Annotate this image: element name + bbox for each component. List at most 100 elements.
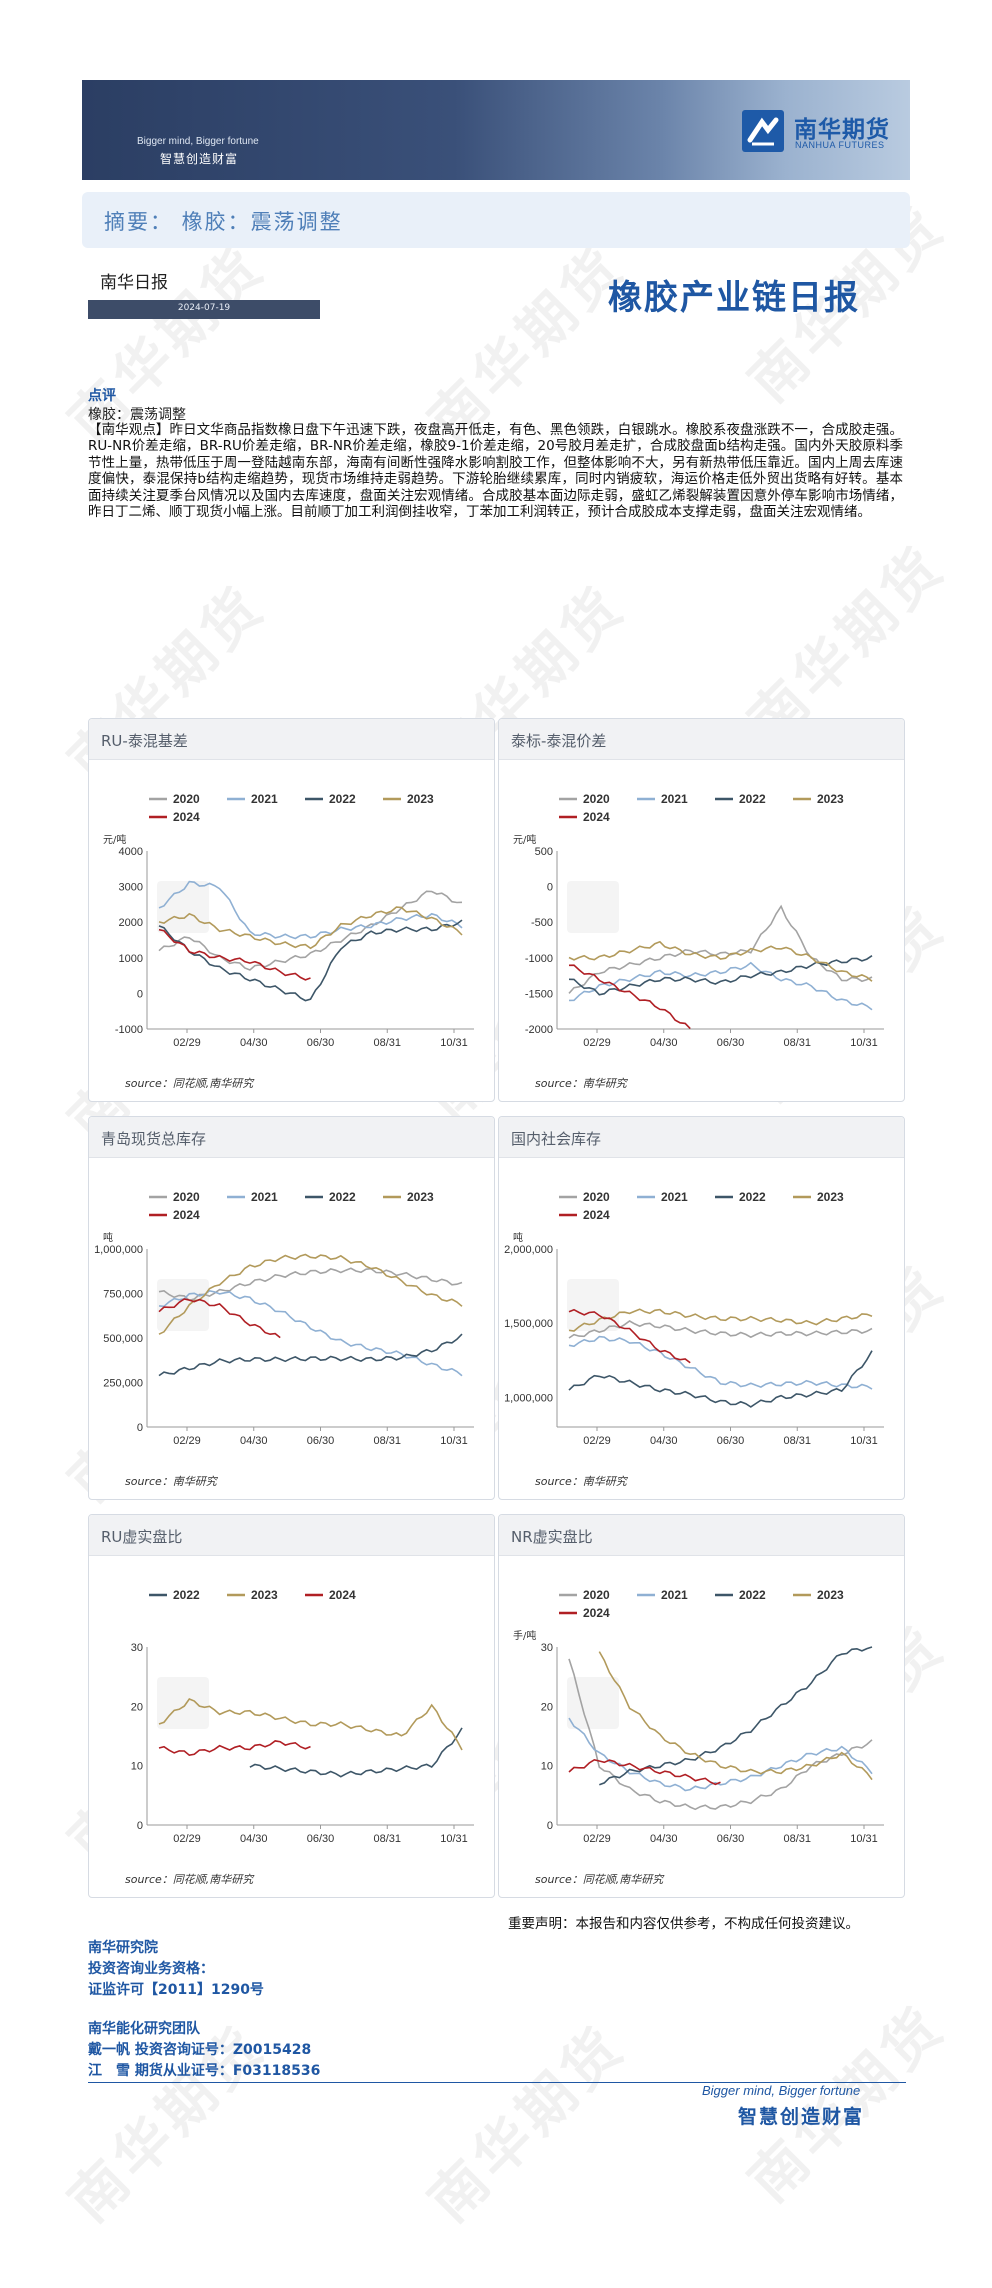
legend-label: 2023: [817, 1190, 844, 1204]
y-tick-label: 1,000,000: [94, 1244, 143, 1256]
footer-slogan-cn: 智慧创造财富: [738, 2106, 865, 2128]
chart-source: source：南华研究: [535, 1077, 627, 1090]
legend-label: 2022: [739, 1190, 766, 1204]
y-axis-unit: 元/吨: [103, 833, 126, 846]
series-line: [158, 1298, 281, 1339]
series-line: [158, 1698, 463, 1751]
nanhua-logo: 南华期货 NANHUA FUTURES: [742, 108, 902, 158]
y-tick-label: -1500: [525, 988, 553, 1000]
y-tick-label: 0: [547, 882, 553, 894]
y-tick-label: 3000: [119, 882, 143, 894]
series-line: [598, 1651, 873, 1781]
team-analyst-1: 戴一帆 投资咨询证号：Z0015428: [88, 2042, 312, 2058]
legend-label: 2023: [251, 1588, 278, 1602]
y-tick-label: 0: [137, 1422, 143, 1434]
legend-label: 2020: [583, 1588, 610, 1602]
legend-label: 2023: [407, 1190, 434, 1204]
chart-panel-header: RU-泰混基差: [89, 719, 494, 760]
chart-qingdao-inventory: 2020 2021 2022 2023 2024 吨1,000,000 750,000 500…: [94, 1190, 474, 1447]
chart-social-inventory: 2020 2021 2022 2023 2024 吨2,000,000 1,500,000 1…: [504, 1190, 884, 1447]
nanhua-logo-icon: [742, 110, 784, 152]
legend-label: 2020: [173, 792, 200, 806]
chart-title: 泰标-泰混价差: [511, 732, 607, 750]
series-line: [568, 1350, 873, 1408]
x-tick-label: 04/30: [650, 1833, 678, 1845]
x-tick-label: 04/30: [240, 1435, 268, 1447]
y-tick-label: 2,000,000: [504, 1244, 553, 1256]
y-tick-label: 1,500,000: [504, 1318, 553, 1330]
series-line: [158, 1333, 463, 1377]
x-tick-label: 06/30: [717, 1435, 745, 1447]
x-tick-label: 02/29: [583, 1833, 611, 1845]
y-tick-label: -500: [531, 917, 553, 929]
chart-watermark-logo: [157, 881, 209, 933]
series-line: [568, 1717, 873, 1792]
legend-label: 2021: [251, 1190, 278, 1204]
chart-panel-thai-spread: 泰标-泰混价差 2020 2021 2022 2023 2024 元/吨 500 0 -500 -…: [498, 718, 905, 1102]
y-tick-label: 250,000: [103, 1378, 143, 1390]
x-tick-label: 10/31: [850, 1037, 878, 1049]
summary-bar: 摘要： 橡胶：震荡调整: [82, 192, 910, 248]
series-line: [249, 1727, 463, 1778]
series-line: [158, 1740, 311, 1757]
series-line: [568, 904, 873, 994]
legend-label: 2020: [173, 1190, 200, 1204]
series-line: [568, 1335, 873, 1390]
series-line: [568, 964, 691, 1030]
chart-source: source：南华研究: [125, 1475, 217, 1488]
legend-label: 2023: [407, 792, 434, 806]
team-analyst-2: 江 雪 期货从业证号：F03118536: [88, 2063, 321, 2079]
y-tick-label: 0: [137, 1820, 143, 1832]
chart-panel-nr-ratio: NR虚实盘比 2020 2021 2022 2023 2024 手/吨 30 20 10 0 02/…: [498, 1514, 905, 1898]
y-tick-label: 0: [547, 1820, 553, 1832]
x-tick-label: 08/31: [373, 1435, 401, 1447]
x-tick-label: 02/29: [173, 1435, 201, 1447]
y-tick-label: -1000: [525, 953, 553, 965]
footer-divider: [88, 2082, 906, 2083]
chart-title: 国内社会库存: [511, 1130, 602, 1148]
team-license: 证监许可【2011】1290号: [88, 1982, 264, 1998]
x-tick-label: 10/31: [440, 1037, 468, 1049]
x-tick-label: 10/31: [440, 1435, 468, 1447]
disclaimer: 重要声明：本报告和内容仅供参考，不构成任何投资建议。: [508, 1916, 859, 1932]
legend-label: 2022: [329, 1190, 356, 1204]
legend-label: 2024: [329, 1588, 356, 1602]
y-tick-label: 4000: [119, 846, 143, 858]
y-tick-label: -1000: [115, 1024, 143, 1036]
date-bar: 2024-07-19: [88, 300, 320, 319]
x-tick-label: 04/30: [240, 1037, 268, 1049]
chart-panel-ru-ratio: RU虚实盘比 2022 2023 2024 30 20 10 0 02/29 04/30 06/3…: [88, 1514, 495, 1898]
x-tick-label: 04/30: [240, 1833, 268, 1845]
report-date: 2024-07-19: [177, 303, 231, 313]
chart-source: source：同花顺,南华研究: [535, 1873, 664, 1886]
x-tick-label: 06/30: [307, 1833, 335, 1845]
y-tick-label: 30: [131, 1642, 143, 1654]
y-tick-label: 1000: [119, 953, 143, 965]
x-tick-label: 04/30: [650, 1037, 678, 1049]
x-tick-label: 10/31: [850, 1435, 878, 1447]
series-line: [158, 880, 463, 940]
legend-label: 2022: [739, 792, 766, 806]
chart-ru-ratio: 2022 2023 2024 30 20 10 0 02/29 04/30 06/30 08/31 1…: [131, 1588, 474, 1845]
chart-panel-header: 泰标-泰混价差: [499, 719, 904, 760]
series-line: [568, 1308, 691, 1364]
logo-text-en: NANHUA FUTURES: [795, 140, 885, 150]
watermark-text: 南华期货: [736, 1993, 959, 2215]
chart-watermark-logo: [567, 1677, 619, 1729]
x-tick-label: 06/30: [307, 1435, 335, 1447]
chart-title: NR虚实盘比: [511, 1528, 593, 1546]
chart-panel-social-inventory: 国内社会库存 2020 2021 2022 2023 2024 吨 2,000,000 1,5…: [498, 1116, 905, 1500]
y-tick-label: 10: [541, 1761, 553, 1773]
series-line: [158, 928, 311, 981]
report-title: 橡胶产业链日报: [608, 278, 860, 318]
y-tick-label: 500,000: [103, 1333, 143, 1345]
series-line: [158, 890, 463, 971]
legend-label: 2022: [173, 1588, 200, 1602]
team-institute: 南华研究院: [88, 1940, 158, 1956]
header-banner: Bigger mind, Bigger fortune 智慧创造财富 南华期货 …: [82, 80, 910, 180]
comment-body: 【南华观点】昨日文华商品指数橡日盘下午迅速下跌，夜盘高开低走，有色、黑色领跌，白…: [88, 422, 903, 521]
header-slogan-cn: 智慧创造财富: [160, 152, 239, 166]
series-line: [568, 955, 873, 996]
